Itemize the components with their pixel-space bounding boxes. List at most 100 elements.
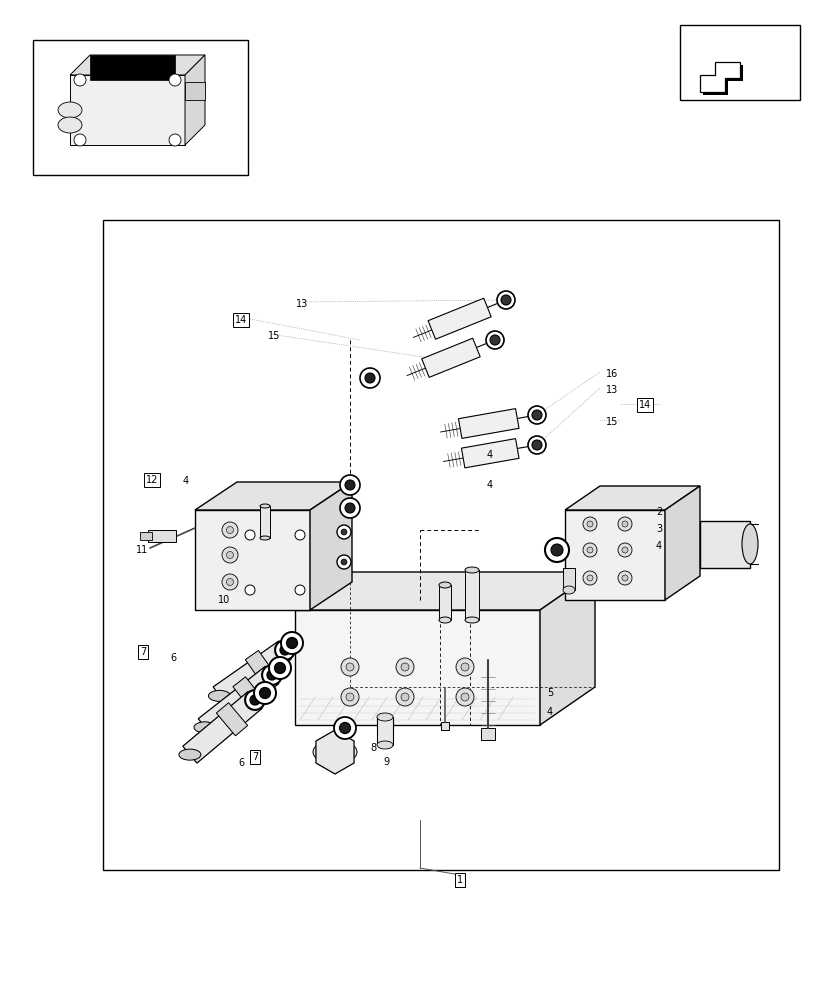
Text: 16: 16 <box>605 369 618 379</box>
Circle shape <box>365 373 375 383</box>
Circle shape <box>286 638 297 648</box>
Circle shape <box>280 645 289 655</box>
Text: 7: 7 <box>140 647 146 657</box>
Text: 13: 13 <box>295 299 308 309</box>
Circle shape <box>456 688 473 706</box>
Circle shape <box>267 670 276 680</box>
Ellipse shape <box>465 617 479 623</box>
Circle shape <box>222 547 237 563</box>
Polygon shape <box>90 55 174 80</box>
Circle shape <box>617 571 631 585</box>
Circle shape <box>586 521 592 527</box>
Circle shape <box>250 695 260 705</box>
Circle shape <box>582 517 596 531</box>
Polygon shape <box>564 486 699 510</box>
Ellipse shape <box>438 582 451 588</box>
Circle shape <box>617 517 631 531</box>
Circle shape <box>245 585 255 595</box>
Polygon shape <box>458 409 519 438</box>
Circle shape <box>169 134 181 146</box>
Circle shape <box>528 436 545 454</box>
Bar <box>376 717 393 745</box>
Circle shape <box>532 440 542 450</box>
Bar <box>148 530 176 542</box>
Ellipse shape <box>194 722 216 733</box>
Polygon shape <box>664 486 699 600</box>
Ellipse shape <box>438 617 451 623</box>
Text: 14: 14 <box>235 315 246 325</box>
Polygon shape <box>213 641 291 705</box>
Circle shape <box>254 682 275 704</box>
Text: 4: 4 <box>183 476 189 486</box>
Circle shape <box>582 571 596 585</box>
Bar <box>480 728 495 740</box>
Circle shape <box>222 522 237 538</box>
Polygon shape <box>699 62 739 92</box>
Circle shape <box>400 693 409 701</box>
Circle shape <box>582 543 596 557</box>
Circle shape <box>74 74 86 86</box>
Polygon shape <box>195 510 309 610</box>
Circle shape <box>341 658 359 676</box>
Circle shape <box>337 555 351 569</box>
Polygon shape <box>70 75 184 145</box>
Circle shape <box>456 658 473 676</box>
Circle shape <box>227 578 233 585</box>
Polygon shape <box>316 730 354 774</box>
Bar <box>33 40 248 175</box>
Ellipse shape <box>741 524 757 564</box>
Polygon shape <box>309 482 351 610</box>
Circle shape <box>341 559 347 565</box>
Ellipse shape <box>260 536 270 540</box>
Text: 8: 8 <box>370 743 375 753</box>
Circle shape <box>74 134 86 146</box>
Circle shape <box>621 547 627 553</box>
Polygon shape <box>294 572 595 610</box>
Polygon shape <box>564 510 664 600</box>
Ellipse shape <box>208 690 230 701</box>
Circle shape <box>500 295 510 305</box>
Text: 2: 2 <box>655 507 662 517</box>
Text: 11: 11 <box>136 545 148 555</box>
Circle shape <box>227 552 233 558</box>
Circle shape <box>532 410 542 420</box>
Circle shape <box>227 526 233 534</box>
Circle shape <box>339 722 350 733</box>
Ellipse shape <box>465 567 479 573</box>
Ellipse shape <box>376 713 393 721</box>
Circle shape <box>550 544 562 556</box>
Text: 4: 4 <box>655 541 662 551</box>
Bar <box>465 570 479 620</box>
Circle shape <box>496 291 514 309</box>
Circle shape <box>345 480 355 490</box>
Bar <box>438 585 451 620</box>
Bar <box>562 568 574 590</box>
Text: 3: 3 <box>655 524 662 534</box>
Text: 4: 4 <box>486 450 493 460</box>
Circle shape <box>340 498 360 518</box>
Polygon shape <box>183 692 262 763</box>
Ellipse shape <box>313 740 356 764</box>
Bar <box>679 25 799 100</box>
Circle shape <box>259 688 270 698</box>
Circle shape <box>294 530 304 540</box>
Circle shape <box>275 662 285 674</box>
Bar <box>103 220 778 870</box>
Ellipse shape <box>562 586 574 594</box>
Circle shape <box>262 665 281 685</box>
Polygon shape <box>699 521 749 568</box>
Polygon shape <box>702 65 742 95</box>
Polygon shape <box>184 55 205 145</box>
Bar <box>260 506 270 538</box>
Text: 13: 13 <box>605 385 618 395</box>
Polygon shape <box>232 677 264 710</box>
Circle shape <box>400 663 409 671</box>
Text: 5: 5 <box>547 688 552 698</box>
Ellipse shape <box>58 117 82 133</box>
Circle shape <box>346 693 354 701</box>
Bar <box>184 82 205 100</box>
Circle shape <box>222 574 237 590</box>
Polygon shape <box>70 55 205 75</box>
Polygon shape <box>539 572 595 725</box>
Circle shape <box>169 74 181 86</box>
